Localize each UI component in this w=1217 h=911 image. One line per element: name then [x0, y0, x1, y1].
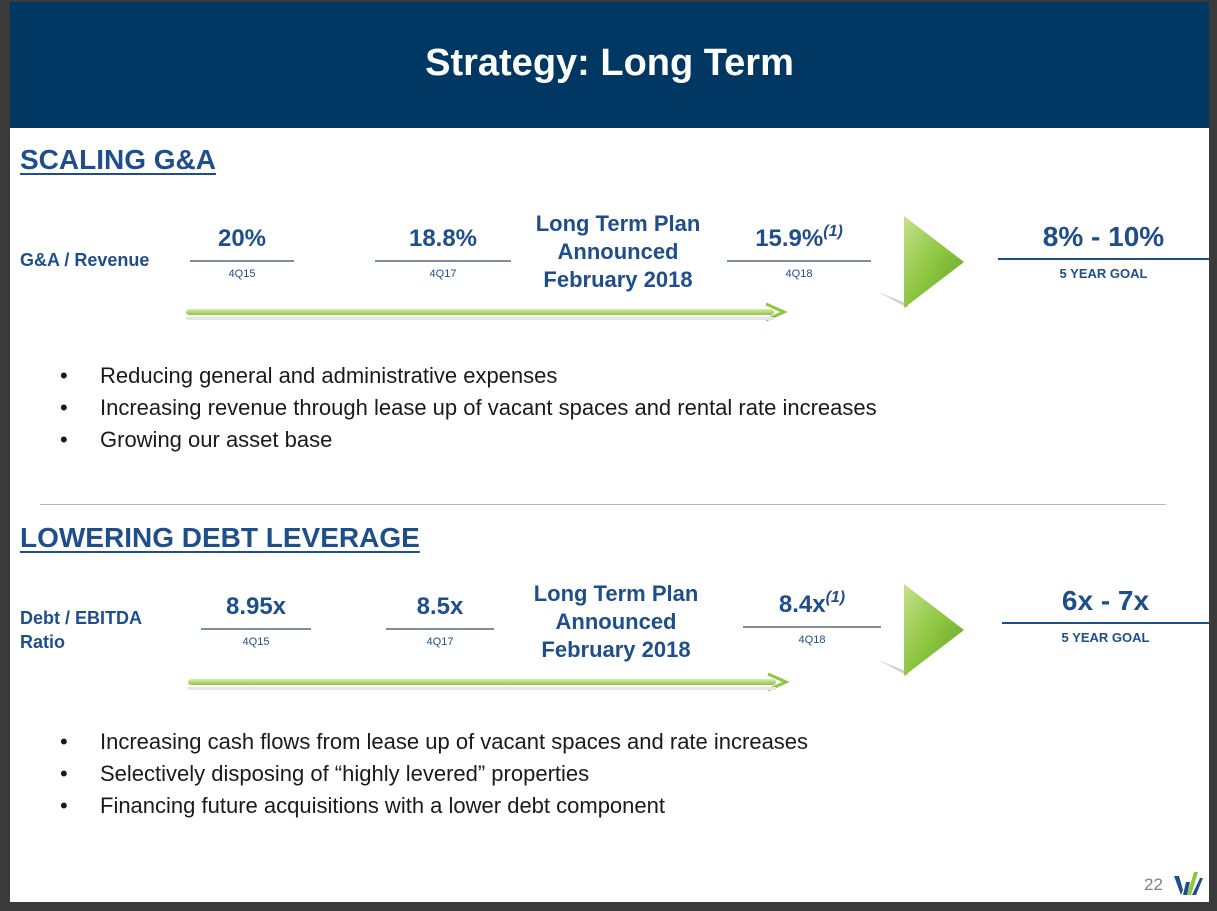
goal-ga: 8% - 10% 5 YEAR GOAL [998, 222, 1209, 281]
bullet-item: Increasing revenue through lease up of v… [60, 392, 877, 424]
section-heading-scaling-ga: SCALING G&A [20, 144, 216, 175]
goal-rule [1002, 622, 1209, 624]
bullet-item: Growing our asset base [60, 424, 877, 456]
bullet-item: Financing future acquisitions with a low… [60, 790, 808, 822]
slide-title: Strategy: Long Term [425, 42, 794, 84]
bullet-list-ga: Reducing general and administrative expe… [60, 360, 877, 456]
goal-label: 5 YEAR GOAL [1061, 630, 1150, 645]
goal-triangle-icon [878, 584, 964, 676]
metric-4q17: 18.8% 4Q17 [375, 224, 511, 280]
metric-value: 18.8% [408, 225, 478, 252]
metric-period: 4Q15 [228, 268, 256, 280]
bullet-item: Increasing cash flows from lease up of v… [60, 726, 808, 758]
bullet-list-debt: Increasing cash flows from lease up of v… [60, 726, 808, 822]
row-label-debt-ebitda: Debt / EBITDA Ratio [20, 606, 142, 654]
slide: Strategy: Long Term SCALING G&A G&A / Re… [10, 2, 1209, 902]
goal-debt: 6x - 7x 5 YEAR GOAL [1002, 586, 1209, 645]
metric-rule [743, 626, 881, 628]
metric-period: 4Q17 [429, 268, 457, 280]
company-logo-icon [1174, 872, 1203, 895]
section-divider [40, 504, 1166, 505]
row-label-line: Debt / EBITDA [20, 608, 143, 628]
plan-line-1: Long Term Plan [533, 581, 699, 606]
timeline-arrow-icon [188, 672, 790, 692]
goal-rule [998, 258, 1209, 260]
metric-value: 20% [217, 225, 267, 252]
row-label-ga-revenue: G&A / Revenue [20, 250, 150, 270]
metric-rule [386, 628, 494, 630]
row-label-line: Ratio [20, 632, 65, 652]
metric-value: 8.95x [225, 593, 287, 620]
bullet-item: Reducing general and administrative expe… [60, 360, 877, 392]
metric-rule [727, 260, 871, 262]
metric-value: 8.4x(1) [778, 589, 846, 619]
goal-value: 8% - 10% [1042, 221, 1165, 252]
metric-4q15: 20% 4Q15 [190, 224, 294, 280]
footnote-marker: (1) [823, 223, 843, 240]
metric-rule [190, 260, 294, 262]
goal-label: 5 YEAR GOAL [1059, 266, 1148, 281]
page-number: 22 [1144, 875, 1163, 894]
plan-announcement: Long Term Plan Announced February 2018 [503, 210, 733, 294]
section-heading-debt-leverage: LOWERING DEBT LEVERAGE [20, 522, 420, 553]
metric-4q15: 8.95x 4Q15 [201, 592, 311, 648]
metric-4q18: 15.9%(1) 4Q18 [727, 224, 871, 280]
metric-rule [375, 260, 511, 262]
metric-value: 8.5x [416, 593, 464, 620]
plan-line-1: Long Term Plan [535, 211, 701, 236]
metric-period: 4Q18 [798, 634, 826, 646]
timeline-arrow-icon [186, 302, 788, 322]
metric-4q17: 8.5x 4Q17 [386, 592, 494, 648]
metric-period: 4Q18 [785, 268, 813, 280]
footnote-marker: (1) [825, 589, 846, 606]
plan-line-3: February 2018 [543, 267, 693, 292]
plan-line-2: Announced [555, 609, 677, 634]
title-bar: Strategy: Long Term [10, 2, 1209, 128]
bullet-item: Selectively disposing of “highly levered… [60, 758, 808, 790]
metric-value: 15.9%(1) [755, 223, 843, 253]
metric-rule [201, 628, 311, 630]
metric-period: 4Q15 [242, 636, 270, 648]
plan-announcement: Long Term Plan Announced February 2018 [501, 580, 731, 664]
goal-value: 6x - 7x [1061, 585, 1150, 616]
plan-line-3: February 2018 [541, 637, 691, 662]
metric-period: 4Q17 [426, 636, 454, 648]
goal-triangle-icon [878, 216, 964, 308]
metric-4q18: 8.4x(1) 4Q18 [743, 590, 881, 646]
plan-line-2: Announced [557, 239, 679, 264]
